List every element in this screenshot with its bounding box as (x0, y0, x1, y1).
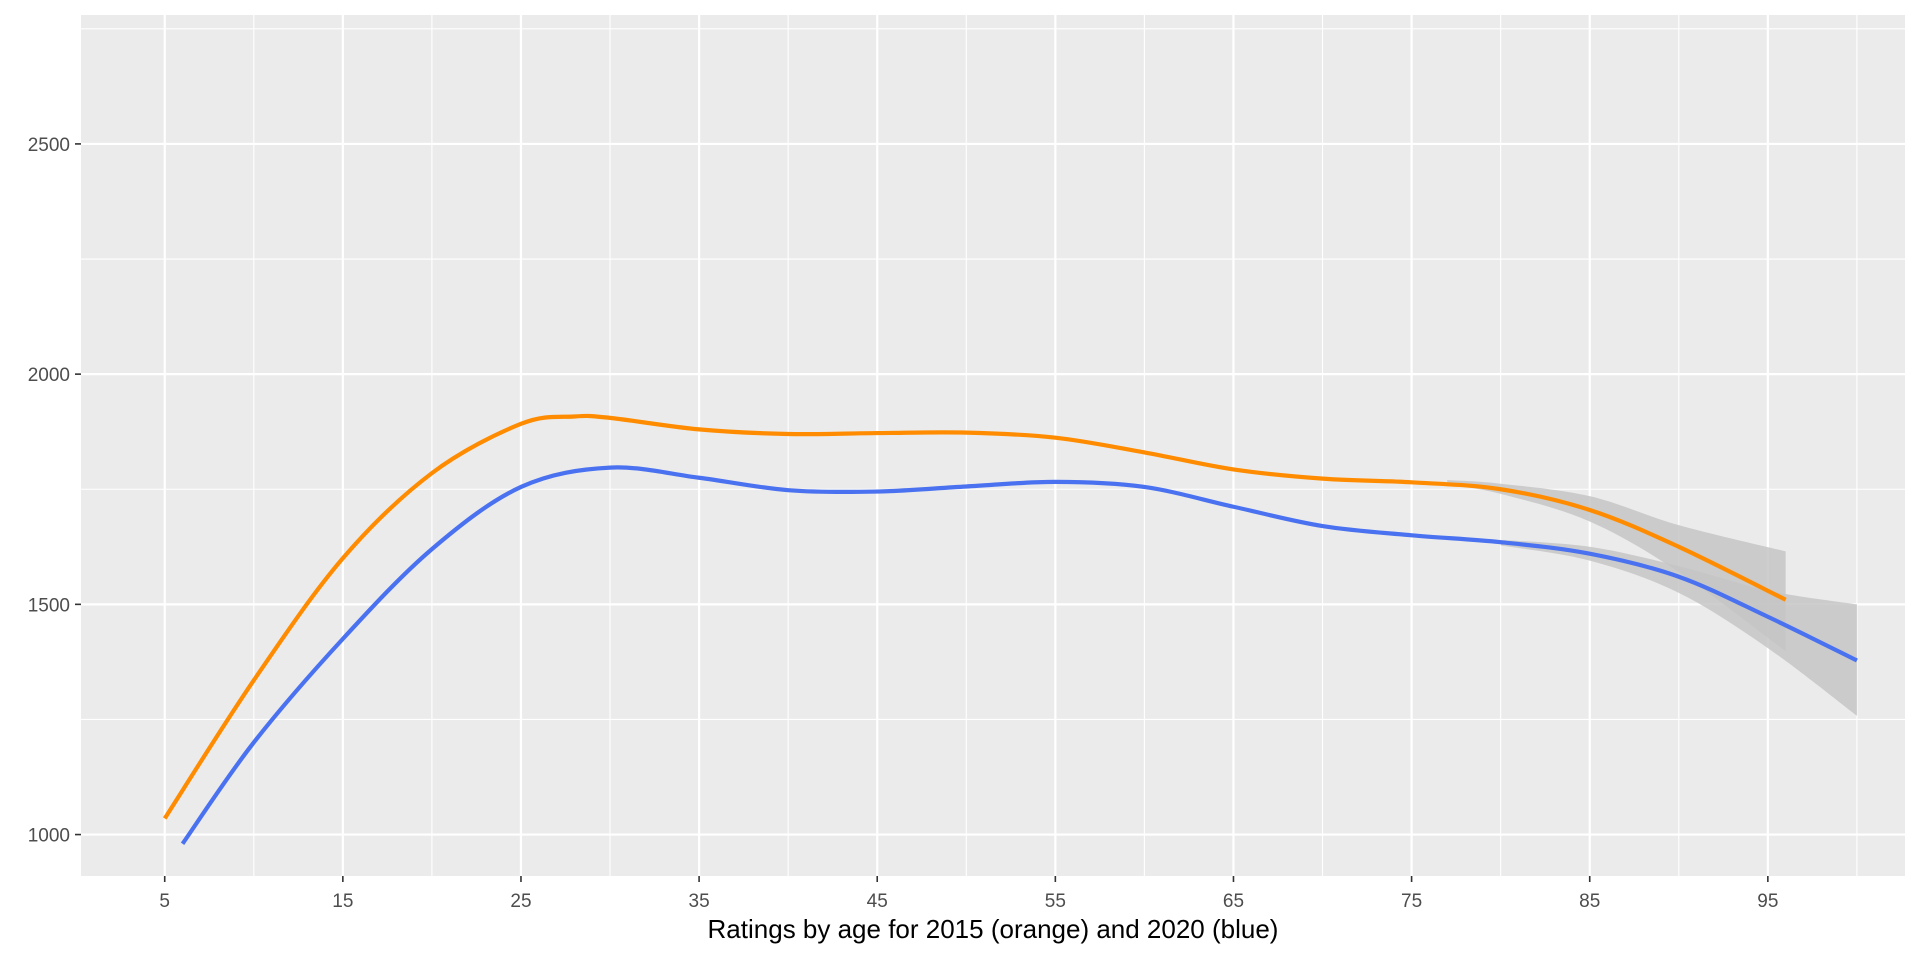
minor-gridlines (81, 15, 1905, 876)
major-gridlines (81, 15, 1905, 876)
x-tick-label: 95 (1757, 891, 1778, 912)
y-tick-label: 1000 (28, 826, 70, 847)
series-line-1 (180, 465, 1858, 845)
plot-panel (81, 15, 1905, 876)
x-tick-label: 35 (689, 891, 710, 912)
y-tick-label: 2000 (28, 365, 70, 386)
y-axis: 1000 1500 2000 2500 (28, 135, 81, 847)
x-tick-label: 85 (1579, 891, 1600, 912)
series-lines (162, 413, 1858, 845)
y-tick-label: 1500 (28, 595, 70, 616)
y-tick-label: 2500 (28, 135, 70, 156)
x-tick-label: 15 (332, 891, 353, 912)
x-tick-label: 65 (1223, 891, 1244, 912)
x-tick-label: 25 (510, 891, 531, 912)
x-tick-label: 55 (1045, 891, 1066, 912)
x-axis-title: Ratings by age for 2015 (orange) and 202… (708, 914, 1279, 944)
x-tick-label: 45 (867, 891, 888, 912)
x-axis: 5 15 25 35 45 55 65 75 85 95 (159, 876, 1778, 912)
x-tick-label: 5 (159, 891, 170, 912)
x-tick-label: 75 (1401, 891, 1422, 912)
series-line-0 (162, 413, 1787, 820)
